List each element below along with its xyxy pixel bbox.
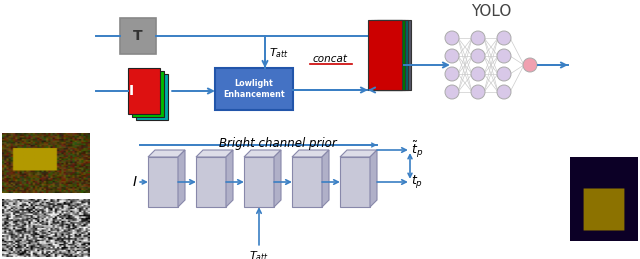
Polygon shape xyxy=(244,157,274,207)
FancyBboxPatch shape xyxy=(136,74,168,120)
Polygon shape xyxy=(292,157,322,207)
Polygon shape xyxy=(148,150,185,157)
FancyBboxPatch shape xyxy=(120,18,156,54)
Text: YOLO: YOLO xyxy=(471,4,511,19)
Polygon shape xyxy=(244,150,281,157)
Text: Lowlight
Enhancement: Lowlight Enhancement xyxy=(223,79,285,99)
Circle shape xyxy=(497,49,511,63)
FancyBboxPatch shape xyxy=(371,20,405,90)
FancyBboxPatch shape xyxy=(368,20,402,90)
Circle shape xyxy=(497,67,511,81)
Polygon shape xyxy=(196,150,233,157)
Polygon shape xyxy=(292,150,329,157)
Circle shape xyxy=(471,31,485,45)
Text: concat: concat xyxy=(312,54,348,64)
Polygon shape xyxy=(196,157,226,207)
Circle shape xyxy=(471,49,485,63)
Polygon shape xyxy=(148,157,178,207)
Text: I: I xyxy=(129,84,134,98)
Circle shape xyxy=(471,67,485,81)
FancyBboxPatch shape xyxy=(132,71,164,117)
Circle shape xyxy=(471,85,485,99)
Polygon shape xyxy=(340,150,377,157)
Text: T: T xyxy=(133,29,143,43)
Polygon shape xyxy=(340,157,370,207)
Text: $t_p$: $t_p$ xyxy=(411,174,423,191)
Circle shape xyxy=(445,31,459,45)
Circle shape xyxy=(497,31,511,45)
FancyBboxPatch shape xyxy=(128,68,160,114)
Circle shape xyxy=(445,67,459,81)
Circle shape xyxy=(497,85,511,99)
Polygon shape xyxy=(178,150,185,207)
FancyBboxPatch shape xyxy=(215,68,293,110)
Polygon shape xyxy=(226,150,233,207)
Text: I: I xyxy=(133,175,137,189)
Text: $T_{att}$: $T_{att}$ xyxy=(249,249,269,259)
Polygon shape xyxy=(274,150,281,207)
Text: $T_{att}$: $T_{att}$ xyxy=(269,46,289,60)
Circle shape xyxy=(523,58,537,72)
Text: $\tilde{t}_p$: $\tilde{t}_p$ xyxy=(411,140,423,160)
Circle shape xyxy=(445,49,459,63)
Circle shape xyxy=(445,85,459,99)
Polygon shape xyxy=(322,150,329,207)
FancyBboxPatch shape xyxy=(377,20,411,90)
Polygon shape xyxy=(370,150,377,207)
FancyBboxPatch shape xyxy=(374,20,408,90)
Text: Bright channel prior: Bright channel prior xyxy=(219,136,337,149)
